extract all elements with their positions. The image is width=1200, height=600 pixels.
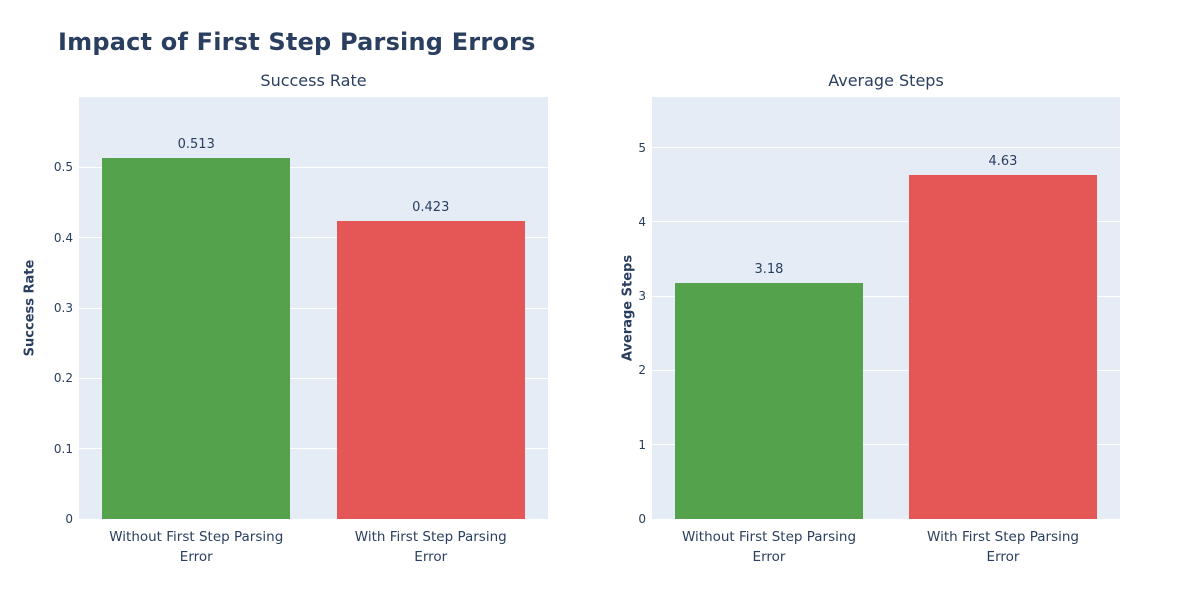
bar-with-first-step-parsing-error[interactable] bbox=[336, 221, 525, 519]
y-tick-label: 2 bbox=[638, 363, 646, 378]
y-tick-label: 0.2 bbox=[53, 371, 73, 386]
bar-without-first-step-parsing-error[interactable] bbox=[102, 158, 291, 519]
gridline bbox=[79, 448, 548, 450]
subplot-title-success-rate: Success Rate bbox=[260, 71, 367, 90]
bar-without-first-step-parsing-error[interactable] bbox=[675, 282, 863, 519]
bar-with-first-step-parsing-error[interactable] bbox=[909, 175, 1097, 519]
y-tick-label: 0 bbox=[638, 512, 646, 526]
x-category-label: Without First Step Parsing Error bbox=[109, 529, 284, 565]
y-tick-label: 0.3 bbox=[53, 301, 73, 315]
x-category-label: With First Step Parsing Error bbox=[927, 529, 1079, 565]
y-tick-label: 1 bbox=[638, 437, 646, 452]
bar-value-label: 3.18 bbox=[754, 261, 784, 277]
y-tick-label: 0.1 bbox=[53, 441, 73, 456]
subplot-title-average-steps: Average Steps bbox=[828, 71, 944, 90]
y-axis-title-success-rate: Success Rate bbox=[22, 259, 38, 357]
gridline bbox=[79, 237, 548, 239]
y-tick-label: 5 bbox=[638, 140, 646, 155]
y-tick-label: 0 bbox=[65, 512, 73, 526]
gridline bbox=[652, 444, 1120, 446]
bar-value-label: 0.513 bbox=[177, 137, 215, 153]
y-tick-label: 4 bbox=[638, 214, 646, 229]
figure-title: Impact of First Step Parsing Errors bbox=[58, 28, 536, 56]
bar-value-label: 4.63 bbox=[988, 154, 1018, 169]
x-category-label: With First Step Parsing Error bbox=[354, 529, 507, 565]
gridline bbox=[79, 166, 548, 168]
gridline bbox=[652, 369, 1120, 371]
y-tick-label: 0.4 bbox=[53, 230, 73, 245]
bar-value-label: 0.423 bbox=[412, 200, 450, 216]
gridline bbox=[79, 377, 548, 379]
gridline bbox=[652, 147, 1120, 149]
gridline bbox=[79, 307, 548, 309]
y-tick-label: 3 bbox=[638, 289, 646, 304]
gridline bbox=[652, 221, 1120, 223]
x-category-label: Without First Step Parsing Error bbox=[681, 529, 857, 565]
gridline bbox=[652, 295, 1120, 297]
y-tick-label: 0.5 bbox=[53, 160, 73, 175]
y-axis-title-average-steps: Average Steps bbox=[620, 254, 636, 362]
